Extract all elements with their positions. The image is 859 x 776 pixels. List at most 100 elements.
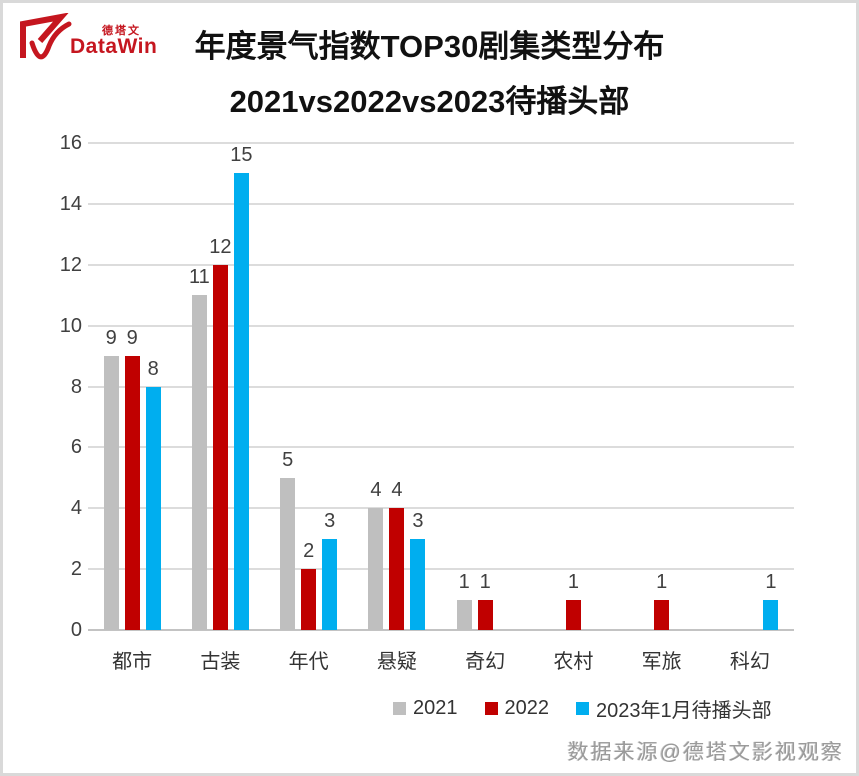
bar-slot: 4 bbox=[365, 143, 386, 630]
bar-slot bbox=[718, 143, 739, 630]
chart-title-block: 年度景气指数TOP30剧集类型分布 2021vs2022vs2023待播头部 bbox=[3, 29, 856, 120]
chart-subtitle: 2021vs2022vs2023待播头部 bbox=[229, 84, 630, 119]
y-axis-tick-label: 14 bbox=[59, 192, 82, 215]
logo-brand-en: DataWin bbox=[70, 35, 158, 58]
x-axis-category-label: 军旅 bbox=[641, 651, 682, 673]
bar-group-农村: 1 农村 bbox=[529, 143, 617, 673]
bar-value-label: 9 bbox=[126, 327, 138, 350]
x-axis-category-label: 农村 bbox=[553, 651, 594, 673]
bar-2023年1月待播头部-年代 bbox=[322, 538, 338, 630]
bar-2022-古装 bbox=[212, 264, 228, 630]
bar-value-label: 9 bbox=[105, 327, 117, 350]
legend-swatch bbox=[484, 702, 498, 715]
bar-2023年1月待播头部-都市 bbox=[145, 386, 161, 630]
bar-group-科幻: 1 科幻 bbox=[706, 143, 794, 673]
bar-group-年代: 5 2 3 年代 bbox=[265, 143, 353, 673]
bar-slot: 15 bbox=[230, 143, 253, 630]
legend-item-2021: 2021 bbox=[393, 697, 458, 720]
bar-value-label: 2 bbox=[303, 540, 315, 563]
legend-label: 2021 bbox=[413, 697, 458, 719]
bar-slots: 1 bbox=[630, 143, 693, 630]
bar-groups: 9 9 8 都市 11 12 15 古装 5 2 3 年代 4 4 3 悬疑 1 1 奇幻 1 农村 1 军旅 1 科幻 bbox=[88, 143, 794, 673]
bar-value-label: 4 bbox=[391, 479, 403, 502]
y-axis-tick-label: 16 bbox=[59, 132, 82, 154]
y-axis-tick-label: 10 bbox=[59, 314, 82, 337]
bar-2021-奇幻 bbox=[456, 599, 472, 630]
bar-slot bbox=[496, 143, 517, 630]
bar-slot: 2 bbox=[298, 143, 319, 630]
bar-slot: 12 bbox=[209, 143, 232, 630]
bar-value-label: 1 bbox=[765, 570, 777, 593]
bar-slot: 5 bbox=[277, 143, 298, 630]
gridline-y-16 bbox=[88, 142, 794, 144]
bar-slot: 1 bbox=[760, 143, 781, 630]
bar-2022-农村 bbox=[565, 599, 581, 630]
bar-slot bbox=[672, 143, 693, 630]
y-axis-tick-label: 2 bbox=[70, 558, 82, 581]
bar-slot bbox=[542, 143, 563, 630]
gridline-y-4 bbox=[88, 507, 794, 510]
x-axis-category-label: 科幻 bbox=[729, 651, 770, 673]
bar-value-label: 3 bbox=[324, 509, 336, 532]
legend-item-2023年1月待播头部: 2023年1月待播头部 bbox=[576, 694, 772, 723]
bar-group-奇幻: 1 1 奇幻 bbox=[441, 143, 529, 673]
x-axis-category-label: 奇幻 bbox=[465, 651, 506, 673]
gridline-y-12 bbox=[88, 263, 794, 266]
chart-legend: 2021 2022 2023年1月待播头部 bbox=[393, 694, 772, 723]
bar-2023年1月待播头部-悬疑 bbox=[410, 538, 426, 630]
datawin-logo: 德塔文 DataWin bbox=[15, 13, 165, 65]
bar-slot: 1 bbox=[563, 143, 584, 630]
y-axis-tick-label: 0 bbox=[70, 619, 82, 641]
gridline-y-0 bbox=[88, 629, 794, 631]
bar-slot bbox=[630, 143, 651, 630]
bar-2021-悬疑 bbox=[368, 508, 384, 630]
logo-brand-cn: 德塔文 bbox=[102, 25, 141, 37]
legend-swatch bbox=[393, 702, 406, 715]
bar-slots: 1 bbox=[718, 143, 781, 630]
bar-value-label: 3 bbox=[412, 509, 424, 532]
bar-group-都市: 9 9 8 都市 bbox=[88, 143, 176, 673]
legend-item-2022: 2022 bbox=[484, 697, 549, 720]
bar-slot: 3 bbox=[407, 143, 428, 630]
bar-group-古装: 11 12 15 古装 bbox=[176, 143, 264, 673]
x-axis-category-label: 都市 bbox=[112, 651, 153, 673]
y-axis-tick-label: 6 bbox=[70, 436, 82, 459]
x-axis-category-label: 年代 bbox=[288, 651, 329, 673]
bar-value-label: 4 bbox=[370, 479, 382, 502]
bar-group-军旅: 1 军旅 bbox=[618, 143, 706, 673]
x-axis-category-label: 古装 bbox=[200, 651, 241, 673]
bar-value-label: 11 bbox=[188, 266, 210, 289]
bar-2022-军旅 bbox=[654, 599, 670, 630]
bar-slot bbox=[739, 143, 760, 630]
bar-slot: 1 bbox=[651, 143, 672, 630]
bar-value-label: 1 bbox=[458, 570, 470, 593]
datawin-logo-icon bbox=[20, 13, 72, 60]
bar-2022-年代 bbox=[301, 569, 317, 630]
gridline-y-2 bbox=[88, 568, 794, 571]
bar-value-label: 5 bbox=[282, 448, 294, 471]
bar-value-label: 12 bbox=[209, 235, 232, 258]
bar-slot: 3 bbox=[319, 143, 340, 630]
bar-value-label: 8 bbox=[147, 357, 159, 380]
bar-value-label: 1 bbox=[656, 570, 668, 593]
gridline-y-10 bbox=[88, 324, 794, 327]
bar-slots: 1 bbox=[542, 143, 605, 630]
legend-label: 2023年1月待播头部 bbox=[596, 700, 772, 722]
bar-value-label: 1 bbox=[567, 570, 579, 593]
bar-slot: 9 bbox=[101, 143, 122, 630]
bar-2022-都市 bbox=[124, 356, 140, 630]
gridline-y-14 bbox=[88, 202, 794, 205]
bar-slot: 4 bbox=[386, 143, 407, 630]
bar-group-悬疑: 4 4 3 悬疑 bbox=[353, 143, 441, 673]
bar-2022-奇幻 bbox=[477, 599, 493, 630]
legend-swatch bbox=[576, 702, 589, 715]
source-watermark: 数据来源@德塔文影视观察 bbox=[567, 741, 844, 764]
bar-slot: 9 bbox=[122, 143, 143, 630]
bar-slot: 1 bbox=[454, 143, 475, 630]
bar-2021-古装 bbox=[191, 295, 207, 630]
